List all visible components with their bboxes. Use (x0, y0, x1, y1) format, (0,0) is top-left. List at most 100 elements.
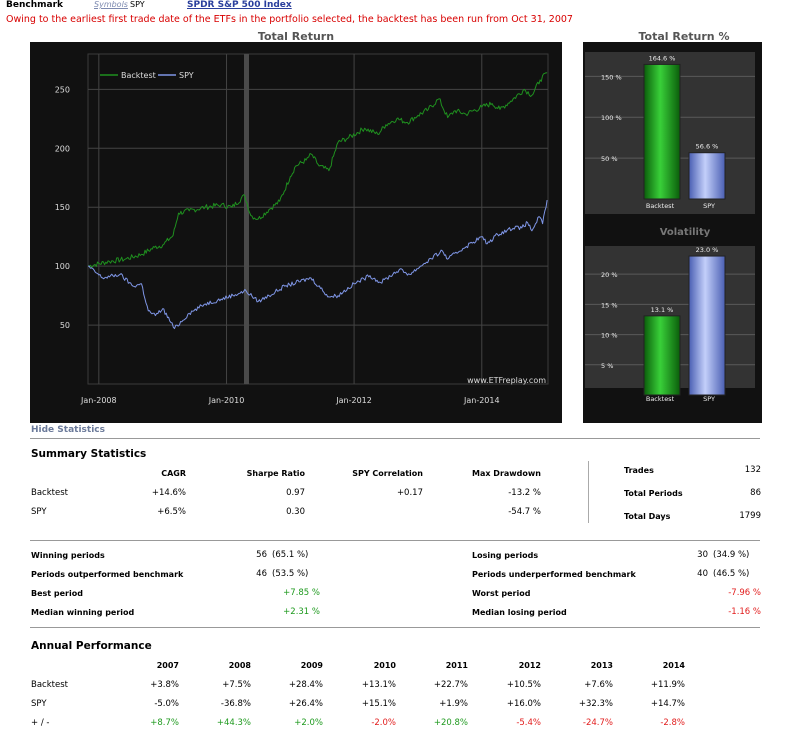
worst-period-value: -7.96 % (728, 588, 761, 598)
annual-cell: +22.7% (433, 680, 468, 690)
total-periods-label: Total Periods (624, 489, 683, 498)
chart-scroll-handle[interactable] (244, 54, 249, 384)
col-correlation: SPY Correlation (352, 469, 423, 478)
series-line-spy (87, 200, 548, 330)
annual-cell: +13.1% (361, 680, 396, 690)
bar-y-tick-label: 50 % (601, 155, 618, 163)
annual-cell: +15.1% (361, 699, 396, 709)
bar-y-tick-label: 150 % (601, 73, 622, 81)
summary-row-label: Backtest (31, 488, 68, 498)
outperformed-count: 46 (256, 569, 267, 579)
median-winning-label: Median winning period (31, 608, 135, 617)
total-return-chart: 50 100 150 200 250 Jan-2008 Jan-2010 Jan-2012 Ja… (30, 42, 562, 423)
benchmark-label: Benchmark (6, 0, 63, 10)
total-return-pct-value-label: 164.6 % (649, 54, 676, 62)
volatility-category-label: Backtest (646, 395, 675, 403)
x-tick-label: Jan-2008 (80, 396, 117, 405)
annual-cell: +10.5% (506, 680, 541, 690)
summary-max-drawdown: -13.2 % (508, 488, 541, 498)
benchmark-symbol: SPY (130, 0, 145, 9)
trades-label: Trades (624, 466, 654, 475)
bar-y-tick-label: 5 % (601, 362, 613, 370)
divider (30, 627, 760, 628)
outperformed-pct: (53.5 %) (272, 569, 309, 579)
bar-charts-svg: Volatility 50 % 100 % 150 % 164.6 % Backtest… (585, 52, 755, 403)
annual-row-label: SPY (31, 699, 47, 709)
median-losing-value: -1.16 % (728, 607, 761, 617)
volatility-value-label: 13.1 % (651, 306, 674, 314)
annual-cell: +26.4% (288, 699, 323, 709)
annual-year-header: 2009 (300, 661, 323, 670)
annual-cell: +32.3% (578, 699, 613, 709)
total-return-pct-category-label: Backtest (646, 202, 675, 210)
total-return-pct-category-label: SPY (703, 202, 715, 210)
chart-watermark: www.ETFreplay.com (467, 376, 546, 385)
x-tick-label: Jan-2012 (335, 396, 372, 405)
annual-cell: -5.0% (154, 699, 179, 709)
best-period-label: Best period (31, 589, 83, 598)
bar-y-tick-label: 10 % (601, 332, 618, 340)
summary-cagr: +14.6% (151, 488, 186, 498)
annual-cell: +2.0% (294, 718, 323, 728)
total-periods-value: 86 (750, 488, 761, 498)
backtest-notice: Owing to the earliest first trade date o… (6, 14, 573, 25)
summary-correlation: +0.17 (396, 488, 423, 498)
annual-cell: -5.4% (516, 718, 541, 728)
losing-periods-pct: (34.9 %) (713, 550, 750, 560)
volatility-title: Volatility (660, 227, 711, 238)
bar-y-tick-label: 100 % (601, 114, 622, 122)
y-tick-label: 250 (55, 85, 70, 94)
total-return-pct-value-label: 56.6 % (696, 143, 719, 151)
hide-statistics-link[interactable]: Hide Statistics (31, 425, 105, 435)
plot-frame (87, 53, 549, 385)
annual-cell: +11.9% (650, 680, 685, 690)
annual-year-header: 2008 (228, 661, 251, 670)
underperformed-count: 40 (697, 569, 708, 579)
volatility-bar-spy (688, 255, 726, 396)
side-charts: Volatility 50 % 100 % 150 % 164.6 % Backtest… (583, 42, 762, 423)
total-return-pct-title: Total Return % (638, 30, 730, 43)
annual-cell: -36.8% (220, 699, 251, 709)
worst-period-label: Worst period (472, 589, 531, 598)
x-tick-label: Jan-2010 (208, 396, 245, 405)
losing-periods-label: Losing periods (472, 551, 539, 560)
best-period-value: +7.85 % (283, 588, 320, 598)
annual-cell: +14.7% (650, 699, 685, 709)
divider (30, 540, 760, 541)
divider (30, 438, 760, 439)
median-losing-label: Median losing period (472, 608, 567, 617)
summary-row-label: SPY (31, 507, 47, 517)
summary-cagr: +6.5% (157, 507, 186, 517)
volatility-value-label: 23.0 % (696, 246, 719, 254)
losing-periods-count: 30 (697, 550, 708, 560)
total-return-svg: 50 100 150 200 250 Jan-2008 Jan-2010 Jan-2012 Ja… (55, 53, 549, 405)
annual-year-header: 2010 (373, 661, 396, 670)
annual-cell: -2.0% (371, 718, 396, 728)
annual-row-label: Backtest (31, 680, 68, 690)
annual-year-header: 2013 (590, 661, 613, 670)
annual-year-header: 2007 (156, 661, 179, 670)
y-tick-label: 200 (55, 144, 70, 153)
legend-backtest-label: Backtest (121, 71, 156, 80)
col-cagr: CAGR (161, 469, 186, 478)
annual-cell: +44.3% (216, 718, 251, 728)
total-return-pct-bar-backtest (643, 63, 681, 200)
benchmark-index-link[interactable]: SPDR S&P 500 Index (187, 0, 292, 10)
col-sharpe: Sharpe Ratio (246, 469, 305, 478)
annual-row-label: + / - (31, 718, 50, 728)
annual-cell: +28.4% (288, 680, 323, 690)
total-return-title: Total Return (257, 30, 335, 43)
annual-cell: -2.8% (660, 718, 685, 728)
y-tick-label: 50 (60, 321, 70, 330)
annual-cell: +20.8% (433, 718, 468, 728)
volatility-category-label: SPY (703, 395, 715, 403)
summary-max-drawdown: -54.7 % (508, 507, 541, 517)
total-days-label: Total Days (624, 512, 671, 521)
annual-year-header: 2012 (518, 661, 541, 670)
bar-y-tick-label: 15 % (601, 301, 618, 309)
col-max-drawdown: Max Drawdown (472, 469, 541, 478)
summary-statistics-title: Summary Statistics (31, 448, 147, 460)
y-tick-label: 100 (55, 262, 70, 271)
series-line-backtest (87, 72, 548, 268)
symbols-link[interactable]: Symbols (94, 0, 128, 9)
